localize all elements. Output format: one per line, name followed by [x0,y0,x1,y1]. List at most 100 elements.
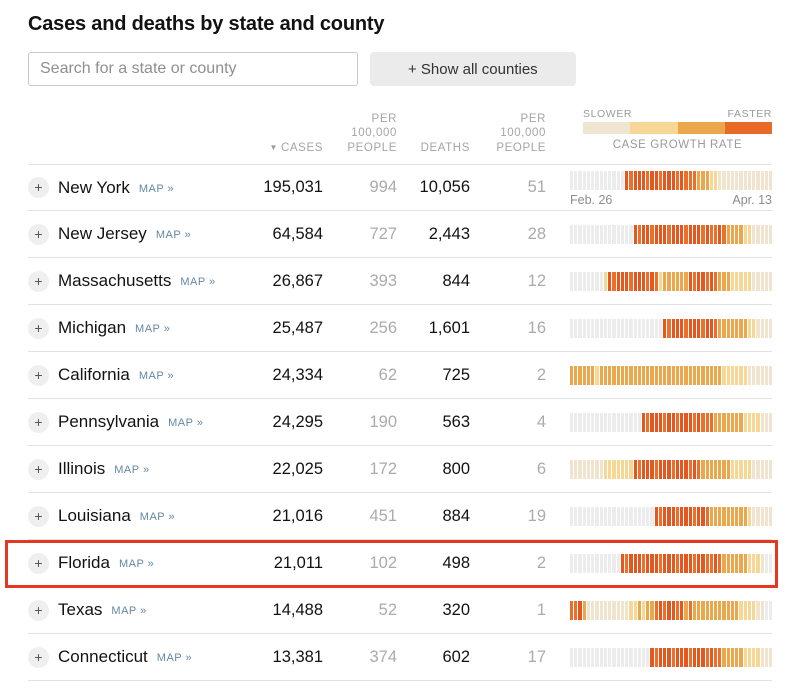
growth-bar [616,365,620,385]
map-link[interactable]: MAP » [118,558,155,570]
growth-bar [743,412,747,432]
search-input[interactable] [28,52,358,86]
expand-row-button[interactable]: + [28,552,49,574]
growth-bar [764,224,769,244]
growth-bar [680,412,684,432]
growth-bar [752,506,756,526]
cases-value: 26,867 [272,271,323,290]
growth-bar [692,224,697,244]
expand-row-button[interactable]: + [28,411,49,433]
growth-bar [675,271,680,291]
map-link[interactable]: MAP » [114,464,150,476]
deaths-value: 563 [442,412,470,431]
growth-bar [608,412,612,432]
expand-row-button[interactable]: + [28,317,49,339]
growth-bar [658,271,663,291]
growth-bar [629,365,633,385]
growth-bar [608,271,612,291]
map-link[interactable]: MAP » [138,182,175,195]
growth-bar [680,224,684,244]
state-name: New York [58,177,130,197]
column-header-cases-per-100k[interactable]: PER 100,000 PEOPLE [347,112,397,154]
growth-bar [747,600,752,620]
expand-row-button[interactable]: + [28,364,49,386]
growth-bar [654,553,658,573]
growth-bar [595,553,599,573]
expand-row-button[interactable]: + [28,505,49,527]
growth-bar [612,647,616,667]
column-header-deaths[interactable]: DEATHS [420,141,470,154]
growth-bar [650,553,654,573]
map-link[interactable]: MAP » [138,370,175,382]
growth-bar [633,171,637,190]
growth-bar [752,318,756,338]
growth-bar [756,224,760,244]
growth-strip-cell [570,600,773,620]
map-link[interactable]: MAP » [135,323,171,335]
map-link[interactable]: MAP » [168,417,204,429]
growth-bar [688,365,692,385]
map-link[interactable]: MAP » [155,229,192,241]
growth-bar [718,412,722,432]
growth-bar [730,553,735,573]
map-link[interactable]: MAP » [111,605,147,617]
growth-strip-cell [570,647,773,667]
growth-bar [730,459,735,479]
state-name: Louisiana [58,506,131,525]
growth-bar [756,412,760,432]
show-all-counties-button[interactable]: + Show all counties [370,52,576,86]
growth-bar [684,600,688,620]
growth-bar [743,171,747,190]
growth-bar [671,553,675,573]
map-link[interactable]: MAP » [180,276,216,288]
expand-row-button[interactable]: + [28,270,49,292]
growth-bar [658,224,663,244]
expand-row-button[interactable]: + [28,223,49,245]
growth-bar [650,412,654,432]
growth-bar [570,412,574,432]
growth-bar [709,600,713,620]
expand-row-button[interactable]: + [28,599,49,621]
growth-bar [646,318,650,338]
growth-bar [697,224,701,244]
growth-bar [574,318,578,338]
growth-strip [570,271,773,291]
growth-bar [629,506,633,526]
growth-bar [582,224,586,244]
growth-bar [599,506,603,526]
growth-bar [680,553,684,573]
deaths-value: 884 [442,506,470,525]
growth-bar [595,171,599,190]
legend-slower-label: SLOWER [583,108,633,120]
growth-bar [743,224,747,244]
growth-bar [701,506,705,526]
growth-bar [671,600,675,620]
growth-bar [603,647,608,667]
growth-bar [747,365,752,385]
map-link[interactable]: MAP » [156,652,193,664]
column-header-deaths-per-100k[interactable]: PER 100,000 PEOPLE [496,112,546,154]
growth-bar [663,459,667,479]
growth-strip [570,318,773,338]
growth-bar [769,318,773,338]
growth-bar [591,600,595,620]
map-link[interactable]: MAP » [139,511,176,523]
growth-bar [582,365,586,385]
growth-bar [667,647,671,667]
growth-bar [760,224,764,244]
expand-row-button[interactable]: + [28,458,49,480]
growth-bar [747,553,752,573]
expand-row-button[interactable]: + [28,646,49,668]
growth-bar [637,553,641,573]
growth-bar [650,647,654,667]
growth-bar [620,171,625,190]
growth-bar [586,600,591,620]
growth-bar [654,600,658,620]
growth-bar [629,553,633,573]
growth-bar [658,412,663,432]
growth-bar [718,459,722,479]
column-header-cases[interactable]: ▼ CASES [269,141,323,154]
growth-bar [684,365,688,385]
expand-row-button[interactable]: + [28,177,49,198]
growth-bar [739,412,743,432]
